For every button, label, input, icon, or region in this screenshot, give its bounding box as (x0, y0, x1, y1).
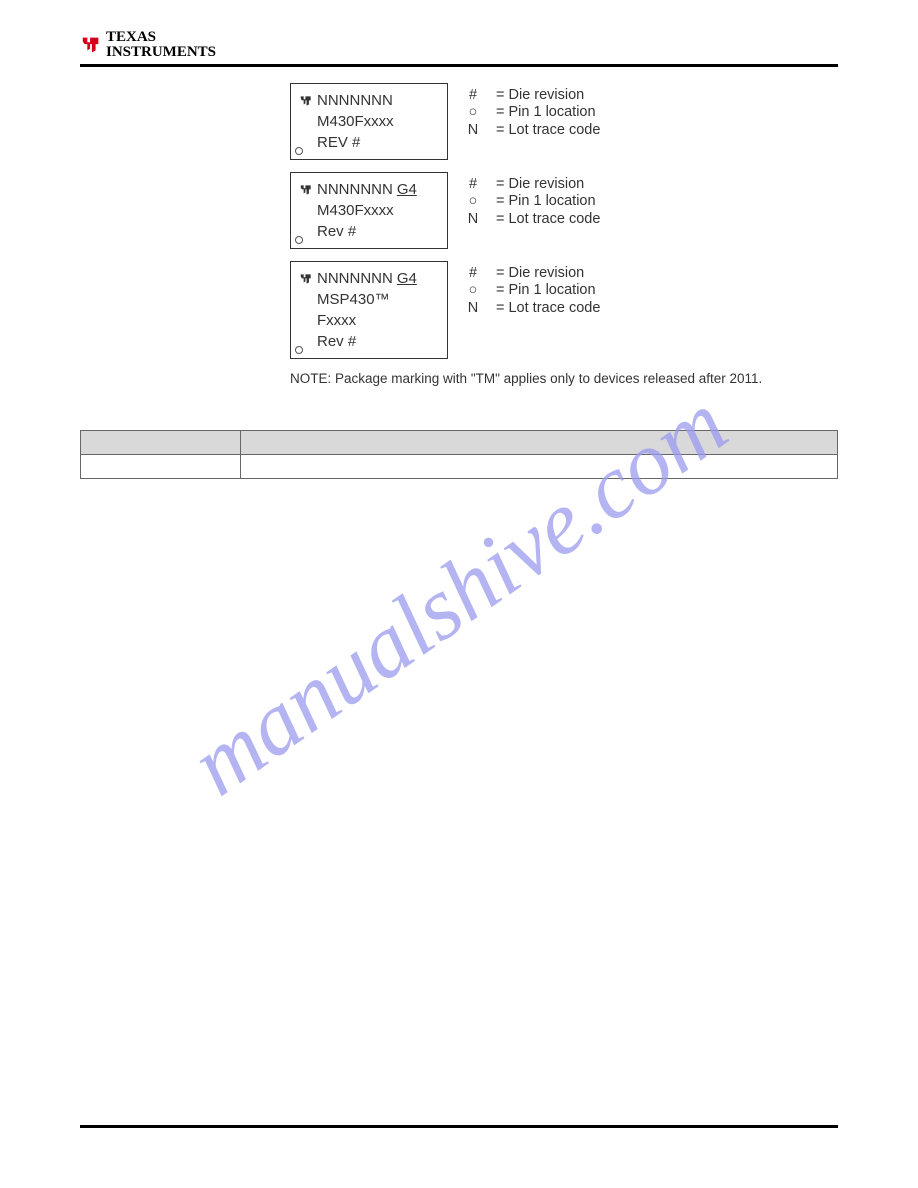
package-text: REV # (317, 134, 360, 151)
package-line: REV # (299, 134, 439, 151)
legend-symbol: N (466, 300, 480, 317)
package-text: NNNNNNN (317, 92, 393, 109)
legend: # = Die revision ○ = Pin 1 location N = Lot… (466, 176, 600, 228)
legend-symbol: ○ (466, 193, 480, 210)
legend: # = Die revision ○ = Pin 1 location N = Lot… (466, 265, 600, 317)
legend-row: ○ = Pin 1 location (466, 282, 600, 299)
package-line: NNNNNNNG4 (299, 181, 439, 198)
legend-desc: = Pin 1 location (496, 282, 596, 299)
package-text: MSP430™ (317, 291, 390, 308)
package-box: NNNNNNNG4 MSP430™ Fxxxx Rev # (290, 261, 448, 359)
pin1-marker-icon (295, 147, 303, 155)
legend-row: N = Lot trace code (466, 300, 600, 317)
note-text: NOTE: Package marking with "TM" applies … (290, 371, 838, 386)
table-header-cell (81, 431, 241, 455)
legend-desc: = Lot trace code (496, 211, 600, 228)
header: TEXAS INSTRUMENTS (80, 30, 838, 60)
pin1-marker-icon (295, 236, 303, 244)
package-line: Rev # (299, 333, 439, 350)
package-line: MSP430™ (299, 291, 439, 308)
legend-row: # = Die revision (466, 87, 600, 104)
legend-symbol: ○ (466, 282, 480, 299)
legend-desc: = Pin 1 location (496, 193, 596, 210)
package-box: NNNNNNNG4 M430Fxxxx Rev # (290, 172, 448, 249)
footer-divider (80, 1125, 838, 1128)
ti-logo-line2: INSTRUMENTS (106, 45, 216, 60)
package-text: M430Fxxxx (317, 202, 394, 219)
package-line: Fxxxx (299, 312, 439, 329)
package-row: NNNNNNNG4 MSP430™ Fxxxx Rev # # = Die rev… (290, 261, 710, 359)
legend-desc: = Die revision (496, 265, 584, 282)
ti-logo-mark-icon (80, 34, 102, 56)
package-line: NNNNNNN (299, 92, 439, 109)
legend-symbol: # (466, 265, 480, 282)
legend-desc: = Lot trace code (496, 122, 600, 139)
legend-symbol: N (466, 211, 480, 228)
ti-mini-icon (299, 272, 313, 286)
legend: # = Die revision ○ = Pin 1 location N = Lot… (466, 87, 600, 139)
g4-suffix: G4 (397, 181, 417, 198)
legend-row: N = Lot trace code (466, 211, 600, 228)
ti-logo: TEXAS INSTRUMENTS (80, 30, 216, 60)
package-line: M430Fxxxx (299, 202, 439, 219)
package-text: Rev # (317, 223, 356, 240)
package-row: NNNNNNN M430Fxxxx REV # # = Die revision … (290, 83, 710, 160)
header-divider (80, 64, 838, 67)
legend-row: N = Lot trace code (466, 122, 600, 139)
ti-logo-text: TEXAS INSTRUMENTS (106, 30, 216, 60)
package-line: Rev # (299, 223, 439, 240)
legend-row: # = Die revision (466, 265, 600, 282)
legend-symbol: N (466, 122, 480, 139)
ti-logo-line1: TEXAS (106, 30, 216, 45)
table-cell (81, 455, 241, 479)
package-text: Rev # (317, 333, 356, 350)
package-text: Fxxxx (317, 312, 356, 329)
package-marking-diagram: NNNNNNN M430Fxxxx REV # # = Die revision … (290, 83, 710, 359)
legend-symbol: ○ (466, 104, 480, 121)
package-line: M430Fxxxx (299, 113, 439, 130)
legend-desc: = Lot trace code (496, 300, 600, 317)
ti-mini-icon (299, 94, 313, 108)
legend-desc: = Die revision (496, 87, 584, 104)
pin1-marker-icon (295, 346, 303, 354)
package-box: NNNNNNN M430Fxxxx REV # (290, 83, 448, 160)
ti-mini-icon (299, 183, 313, 197)
package-text: NNNNNNN (317, 270, 393, 287)
g4-suffix: G4 (397, 270, 417, 287)
package-row: NNNNNNNG4 M430Fxxxx Rev # # = Die revisio… (290, 172, 710, 249)
package-text: M430Fxxxx (317, 113, 394, 130)
legend-desc: = Pin 1 location (496, 104, 596, 121)
legend-row: # = Die revision (466, 176, 600, 193)
table-row (81, 455, 838, 479)
legend-symbol: # (466, 87, 480, 104)
data-table (80, 430, 838, 479)
legend-desc: = Die revision (496, 176, 584, 193)
legend-row: ○ = Pin 1 location (466, 193, 600, 210)
legend-row: ○ = Pin 1 location (466, 104, 600, 121)
table-header-cell (241, 431, 838, 455)
legend-symbol: # (466, 176, 480, 193)
table-cell (241, 455, 838, 479)
table-header-row (81, 431, 838, 455)
package-line: NNNNNNNG4 (299, 270, 439, 287)
package-text: NNNNNNN (317, 181, 393, 198)
